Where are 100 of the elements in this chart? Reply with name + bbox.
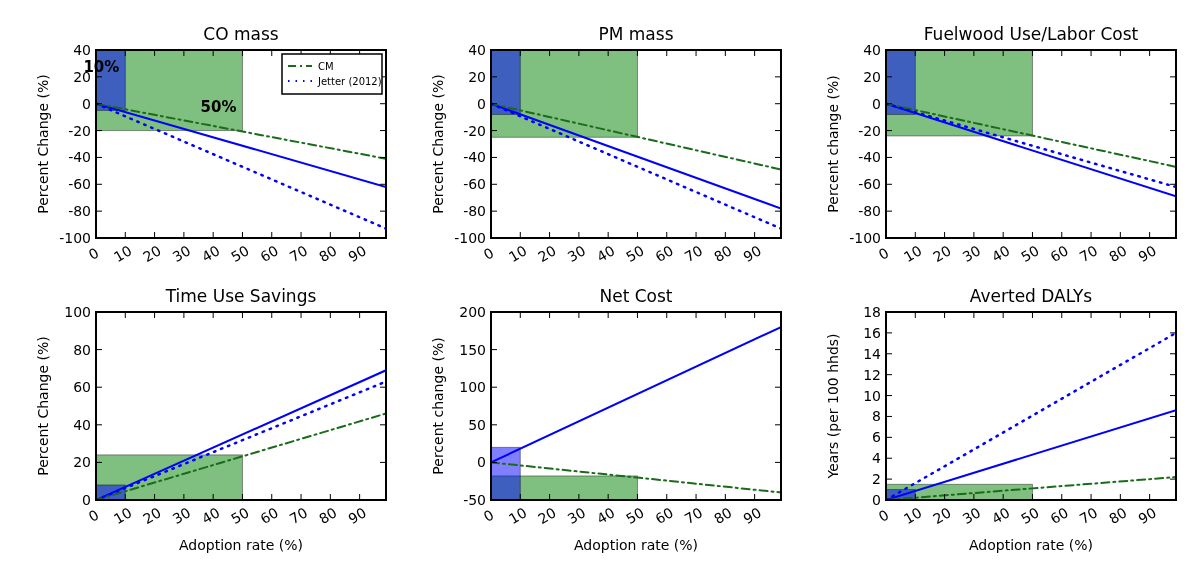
y-tick-label: -60 xyxy=(463,176,486,193)
x-tick-label: 40 xyxy=(198,504,223,528)
y-tick-label: 8 xyxy=(872,408,881,425)
x-tick-label: 70 xyxy=(286,242,311,266)
x-tick-label: 70 xyxy=(286,504,311,528)
y-axis-title: Percent Change (%) xyxy=(35,74,51,214)
y-tick-label: -20 xyxy=(463,122,486,139)
x-tick-label: 70 xyxy=(1076,242,1101,266)
x-tick-label: 30 xyxy=(959,504,984,528)
y-axis-title: Percent Change (%) xyxy=(430,74,446,214)
x-tick-label: 70 xyxy=(1076,504,1101,528)
y-tick-label: 10 xyxy=(863,387,881,404)
y-tick-label: 0 xyxy=(82,95,91,112)
x-tick-label: 60 xyxy=(652,504,676,528)
x-tick-label: 10 xyxy=(901,504,925,528)
x-tick-label: 80 xyxy=(711,504,735,528)
y-tick-label: 60 xyxy=(73,379,91,396)
y-tick-label: 14 xyxy=(863,345,882,362)
y-tick-label: 80 xyxy=(73,341,91,358)
x-tick-label: 70 xyxy=(681,504,706,528)
y-axis-title: Percent Change (%) xyxy=(35,336,51,476)
x-tick-label: 20 xyxy=(140,504,164,528)
x-tick-label: 80 xyxy=(316,504,340,528)
x-tick-label: 10 xyxy=(506,242,530,266)
y-tick-label: -100 xyxy=(454,230,486,246)
x-tick-label: 80 xyxy=(316,242,340,266)
y-tick-label: 0 xyxy=(872,492,881,508)
y-tick-label: 0 xyxy=(82,492,91,508)
chart-title: Net Cost xyxy=(599,286,673,306)
x-tick-label: 10 xyxy=(111,242,135,266)
x-tick-label: 50 xyxy=(1018,242,1042,266)
y-axis-title: Years (per 100 hhds) xyxy=(825,333,841,480)
x-tick-label: 30 xyxy=(169,504,194,528)
y-tick-label: 0 xyxy=(477,95,486,112)
y-tick-label: 200 xyxy=(459,304,486,320)
chart-title: Time Use Savings xyxy=(164,286,317,306)
y-tick-label: -50 xyxy=(463,492,486,508)
x-tick-label: 60 xyxy=(257,504,281,528)
x-tick-label: 50 xyxy=(1018,504,1042,528)
y-tick-label: 4 xyxy=(872,450,882,467)
y-tick-label: 20 xyxy=(73,454,91,471)
x-tick-label: 90 xyxy=(740,242,764,266)
y-tick-label: 40 xyxy=(73,416,91,433)
x-tick-label: 20 xyxy=(140,242,164,266)
y-tick-label: 150 xyxy=(459,341,486,358)
x-tick-label: 30 xyxy=(169,242,194,266)
y-tick-label: 6 xyxy=(872,429,882,446)
y-tick-label: -20 xyxy=(858,122,881,139)
x-tick-label: 40 xyxy=(988,504,1013,528)
y-tick-label: 0 xyxy=(872,95,881,112)
legend-label: CM xyxy=(318,61,334,72)
y-tick-label: -60 xyxy=(858,176,881,193)
x-tick-label: 70 xyxy=(681,242,706,266)
chart-title: PM mass xyxy=(598,24,674,44)
x-tick-label: 90 xyxy=(1135,504,1159,528)
y-tick-label: 40 xyxy=(73,42,91,58)
x-tick-label: 50 xyxy=(623,504,647,528)
y-tick-label: 2 xyxy=(872,471,881,488)
x-tick-label: 80 xyxy=(1106,504,1130,528)
x-tick-label: 20 xyxy=(930,242,954,266)
legend-label: Jetter (2012) xyxy=(317,76,382,87)
x-tick-label: 60 xyxy=(1047,242,1071,266)
x-tick-label: 30 xyxy=(959,242,984,266)
y-tick-label: 100 xyxy=(64,304,91,320)
y-tick-label: 20 xyxy=(863,68,881,85)
x-tick-label: 20 xyxy=(535,242,559,266)
annotation: 50% xyxy=(200,98,237,116)
x-tick-label: 40 xyxy=(593,242,618,266)
y-tick-label: -40 xyxy=(858,149,881,166)
y-tick-label: 20 xyxy=(468,68,486,85)
y-tick-label: -80 xyxy=(463,203,486,220)
x-tick-label: 90 xyxy=(740,504,764,528)
y-tick-label: -20 xyxy=(68,122,91,139)
chart-title: CO mass xyxy=(203,24,279,44)
y-tick-label: 40 xyxy=(468,42,486,58)
y-tick-label: 40 xyxy=(863,42,881,58)
x-tick-label: 10 xyxy=(506,504,530,528)
x-tick-label: 90 xyxy=(1135,242,1159,266)
y-tick-label: 18 xyxy=(863,304,881,320)
y-axis-title: Percent change (%) xyxy=(825,75,841,213)
y-axis-title: Percent change (%) xyxy=(430,337,446,475)
x-axis-title: Adoption rate (%) xyxy=(968,537,1094,553)
x-tick-label: 60 xyxy=(257,242,281,266)
y-tick-label: 0 xyxy=(477,454,486,471)
y-tick-label: 100 xyxy=(459,379,486,396)
x-tick-label: 30 xyxy=(564,242,589,266)
chart-title: Fuelwood Use/Labor Cost xyxy=(923,24,1139,44)
x-tick-label: 50 xyxy=(623,242,647,266)
y-tick-label: -40 xyxy=(463,149,486,166)
y-tick-label: 12 xyxy=(863,366,881,383)
y-tick-label: 50 xyxy=(468,416,486,433)
x-tick-label: 90 xyxy=(345,504,369,528)
y-tick-label: -100 xyxy=(59,230,91,246)
y-tick-label: -60 xyxy=(68,176,91,193)
x-axis-title: Adoption rate (%) xyxy=(573,537,699,553)
x-tick-label: 20 xyxy=(930,504,954,528)
x-tick-label: 50 xyxy=(228,242,252,266)
chart-title: Averted DALYs xyxy=(969,286,1093,306)
x-tick-label: 40 xyxy=(593,504,618,528)
x-tick-label: 80 xyxy=(1106,242,1130,266)
